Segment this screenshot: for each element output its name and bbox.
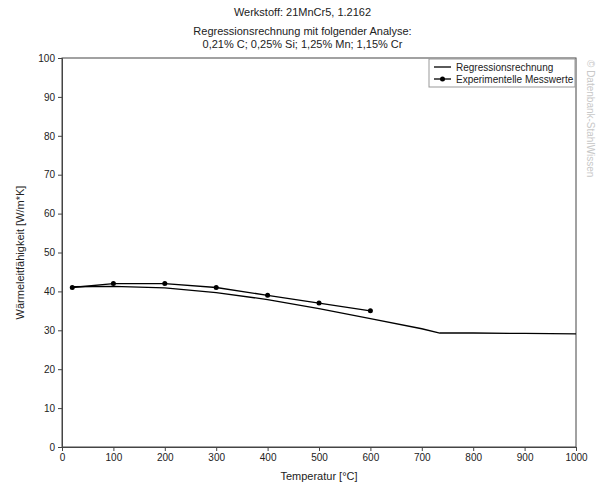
y-tick: 100 — [38, 53, 62, 64]
x-tick: 300 — [208, 447, 225, 463]
plot-area: 0 100 200 300 400 500 600 700 800 900 1000 0 10 20 30 4… — [38, 53, 588, 463]
y-tick-mark — [58, 175, 62, 176]
y-tick-label: 0 — [49, 442, 55, 453]
x-tick-label: 600 — [363, 452, 380, 463]
x-tick-mark — [576, 447, 577, 451]
y-tick-mark — [58, 330, 62, 331]
x-tick: 400 — [260, 447, 277, 463]
series-marker — [265, 293, 270, 298]
y-tick-label: 50 — [44, 247, 56, 258]
x-tick: 600 — [363, 447, 380, 463]
marks — [70, 281, 576, 334]
series-marker — [214, 285, 219, 290]
chart: Werkstoff: 21MnCr5, 1.2162 Regressionsrec… — [0, 0, 605, 490]
x-tick-mark — [370, 447, 371, 451]
y-tick-label: 80 — [44, 131, 56, 142]
subtitle: Regressionsrechnung mit folgender Analys… — [193, 25, 411, 37]
x-tick-label: 900 — [517, 452, 534, 463]
y-tick: 40 — [44, 286, 62, 297]
y-tick: 50 — [44, 247, 62, 258]
legend-marker — [440, 77, 445, 82]
y-tick: 70 — [44, 169, 62, 180]
y-tick: 30 — [44, 325, 62, 336]
x-tick-label: 500 — [311, 452, 328, 463]
y-tick-label: 90 — [44, 92, 56, 103]
y-tick-mark — [58, 214, 62, 215]
watermark: © Datenbank-StahlWissen — [585, 60, 596, 177]
y-tick-label: 60 — [44, 208, 56, 219]
x-tick: 500 — [311, 447, 328, 463]
title: Werkstoff: 21MnCr5, 1.2162 — [234, 6, 371, 18]
x-tick-mark — [268, 447, 269, 451]
y-tick-label: 30 — [44, 325, 56, 336]
x-tick-mark — [525, 447, 526, 451]
x-tick-mark — [473, 447, 474, 451]
y-tick-mark — [58, 369, 62, 370]
y-tick-mark — [58, 253, 62, 254]
x-tick-label: 800 — [465, 452, 482, 463]
x-tick-label: 700 — [414, 452, 431, 463]
x-tick-label: 400 — [260, 452, 277, 463]
y-tick-mark — [58, 447, 62, 448]
y-tick: 10 — [44, 403, 62, 414]
series-marker — [368, 308, 373, 313]
y-tick-label: 70 — [44, 169, 56, 180]
x-tick-mark — [319, 447, 320, 451]
y-tick-label: 20 — [44, 364, 56, 375]
x-tick: 1000 — [565, 447, 588, 463]
series-marker — [317, 301, 322, 306]
y-tick: 80 — [44, 131, 62, 142]
y-tick-label: 40 — [44, 286, 56, 297]
series-line — [72, 284, 370, 311]
x-tick-label: 100 — [106, 452, 123, 463]
y-tick: 20 — [44, 364, 62, 375]
y-axis-line — [58, 59, 63, 448]
legend-box — [429, 59, 575, 87]
y-tick-mark — [58, 58, 62, 59]
x-axis: 0 100 200 300 400 500 600 700 800 900 1000 — [60, 447, 588, 463]
x-tick: 200 — [157, 447, 174, 463]
plot-frame — [62, 58, 576, 447]
series-marker — [70, 285, 75, 290]
legend: RegressionsrechnungExperimentelle Messwe… — [429, 59, 575, 87]
y-tick-label: 10 — [44, 403, 56, 414]
x-tick-label: 0 — [60, 452, 66, 463]
y-tick: 60 — [44, 208, 62, 219]
y-axis: 0 10 20 30 40 50 60 70 80 90 100 — [38, 53, 62, 453]
x-tick-mark — [216, 447, 217, 451]
x-tick-label: 200 — [157, 452, 174, 463]
x-tick: 900 — [517, 447, 534, 463]
x-tick-mark — [113, 447, 114, 451]
legend-swatch — [434, 66, 451, 67]
legend-label: Experimentelle Messwerte — [456, 74, 574, 85]
y-tick: 0 — [49, 442, 62, 453]
y-tick-mark — [58, 97, 62, 98]
y-tick-mark — [58, 291, 62, 292]
y-axis-title: Wärmeleitfähigkeit [W/m*K] — [14, 186, 26, 320]
subtitle: 0,21% C; 0,25% Si; 1,25% Mn; 1,15% Cr — [203, 38, 403, 50]
x-tick: 800 — [465, 447, 482, 463]
x-tick: 100 — [106, 447, 123, 463]
x-axis-title: Temperatur [°C] — [280, 470, 357, 482]
y-tick-mark — [58, 408, 62, 409]
series-marker — [162, 281, 167, 286]
x-tick-mark — [422, 447, 423, 451]
x-tick-label: 1000 — [565, 452, 588, 463]
legend-label: Regressionsrechnung — [456, 62, 553, 73]
x-tick-mark — [165, 447, 166, 451]
y-tick: 90 — [44, 92, 62, 103]
series-line — [72, 286, 576, 333]
x-axis-line — [63, 448, 577, 452]
series-marker — [111, 281, 116, 286]
x-tick: 700 — [414, 447, 431, 463]
y-tick-mark — [58, 136, 62, 137]
x-tick: 0 — [60, 447, 66, 463]
y-tick-label: 100 — [38, 53, 55, 64]
x-tick-label: 300 — [208, 452, 225, 463]
